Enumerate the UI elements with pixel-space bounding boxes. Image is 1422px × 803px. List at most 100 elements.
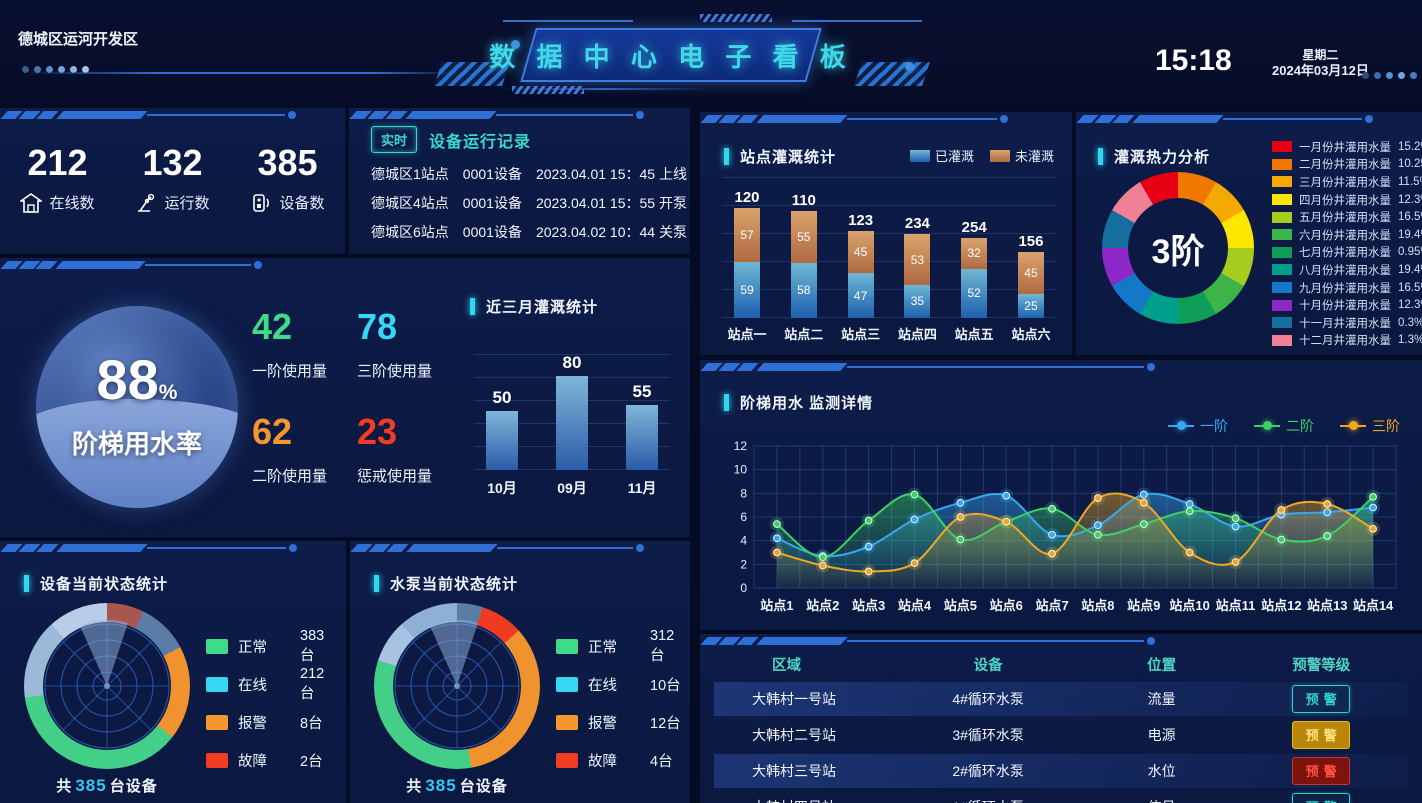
status-legend-chip: [206, 752, 228, 768]
cell-device: 3#循环水泵: [952, 727, 1024, 743]
cell-area: 大韩村一号站: [752, 691, 836, 707]
heat-legend-label: 八月份井灌用水量: [1299, 264, 1391, 277]
bar-segment-unirrigated: 45: [847, 230, 874, 274]
status-legend-label: 报警: [588, 715, 617, 732]
legend-chip: [909, 150, 930, 162]
stat-label: 运行数: [135, 192, 210, 213]
stat-label-text: 在线数: [49, 195, 95, 212]
header-divider-line: [30, 72, 460, 74]
section-title: 近三月灌溉统计: [470, 296, 598, 317]
title-line-left: [503, 20, 633, 22]
tier-usage-label: 一阶使用量: [252, 363, 328, 380]
heat-legend-chip: [1272, 317, 1292, 329]
datebox: 星期二 2024年03月12日: [1272, 48, 1369, 78]
heat-legend-row: 四月份井灌用水量 12.3%: [1272, 191, 1422, 209]
heat-legend-chip: [1272, 334, 1292, 346]
svg-text:站点13: 站点13: [1307, 598, 1347, 613]
table-header-cell: 位置: [1147, 657, 1177, 674]
status-legend-value: 10台: [650, 677, 681, 694]
alarm-badge[interactable]: 预警: [1292, 721, 1351, 749]
cell-area: 大韩村三号站: [752, 763, 836, 779]
device-status-donut: [24, 603, 190, 769]
tier-usage-label: 三阶使用量: [357, 363, 433, 380]
stat-label-text: 设备数: [279, 195, 325, 212]
title-dot-right: [905, 62, 914, 71]
bar-segment-irrigated: 59: [734, 261, 760, 318]
cell-area: 大韩村四号站: [714, 797, 888, 803]
clock: 15:18: [1155, 44, 1232, 77]
header-divider-line2: [500, 88, 710, 90]
panel-online-stats: 212 在线数 132 运行数 385 设备数: [0, 108, 345, 254]
alarm-badge[interactable]: 预警: [1292, 793, 1351, 803]
heat-legend-row: 二月份井灌用水量 10.25: [1272, 156, 1422, 174]
heat-legend-chip: [1272, 229, 1292, 241]
water-rate-percent: 88%: [96, 348, 178, 411]
heat-legend-value: 12.3%: [1398, 299, 1422, 312]
table-row: 大韩村三号站 2#循环水泵 水位 预警: [714, 754, 1408, 788]
house-icon: [20, 192, 43, 213]
bar-categories: 站点一 站点二 站点三 站点四 站点五 站点六: [722, 324, 1056, 343]
log-cell: 2023.04.01 15：45 上线: [535, 166, 687, 182]
title-tick-icon: [724, 148, 729, 165]
heat-legend-row: 一月份井灌用水量 15.2%: [1272, 138, 1422, 156]
month-bar-value: 50: [492, 388, 512, 407]
heat-legend-value: 12.3%: [1398, 193, 1422, 206]
status-legend-label: 在线: [588, 677, 617, 694]
cell-level: 预警: [1234, 757, 1408, 785]
heat-legend-row: 十月份井灌用水量 12.3%: [1272, 296, 1422, 314]
tier-usage-value: 23: [357, 411, 398, 452]
svg-text:站点14: 站点14: [1353, 598, 1394, 613]
panel-device-status: 设备当前状态统计 正常 383台 在线 212台 报警 8台 故障 2台 共 385 台设备: [0, 541, 346, 803]
table-row: 大韩村二号站 3#循环水泵 电源 预警: [714, 718, 1408, 752]
radar-grid: [44, 619, 170, 749]
svg-text:8: 8: [740, 486, 747, 500]
heat-legend-label: 三月份井灌用水量: [1299, 176, 1391, 189]
bar-segment-irrigated: 58: [790, 262, 817, 318]
title-tick-icon: [1098, 148, 1103, 165]
svg-text:站点6: 站点6: [990, 598, 1023, 613]
alarm-badge[interactable]: 预警: [1292, 757, 1351, 785]
line-legend-marker: [1340, 421, 1366, 430]
month-bar: [626, 405, 658, 470]
heat-legend-chip: [1272, 176, 1292, 188]
table-header-cell: 设备: [973, 657, 1003, 674]
status-legend-row: 报警 8台: [206, 703, 338, 741]
month-label: 09月: [557, 480, 587, 496]
month-bar: [486, 411, 518, 470]
tier-usage-stats: 42 一阶使用量 78 三阶使用量 62 二阶使用量 23 惩戒使用量: [252, 300, 462, 510]
line-legend-marker: [1168, 421, 1194, 430]
bar-total-label: 120: [734, 188, 760, 206]
month-bar-value: 80: [562, 352, 582, 372]
alarm-badge[interactable]: 预警: [1292, 685, 1351, 713]
heat-legend-value: 11.5%: [1398, 175, 1422, 188]
bar-group: 234 53 35: [892, 215, 942, 318]
tier-usage-value: 62: [252, 411, 293, 452]
status-legend-row: 故障 2台: [206, 741, 338, 779]
log-row: 德城区4站点 0001设备 2023.04.01 15：55 开泵: [371, 189, 687, 218]
log-cell: 0001设备: [462, 224, 522, 240]
heat-legend-row: 六月份井灌用水量 19.4%: [1272, 226, 1422, 244]
tier-usage-value: 78: [357, 306, 398, 347]
log-row: 德城区1站点 0001设备 2023.04.01 15：45 上线: [371, 160, 687, 189]
bar-segment-unirrigated: 32: [961, 238, 988, 269]
bar-total-label: 110: [791, 191, 816, 209]
line-legend-dot: [1263, 421, 1272, 430]
status-legend-label: 故障: [588, 753, 617, 770]
bar-total-label: 234: [904, 215, 930, 233]
svg-text:2: 2: [740, 557, 747, 571]
status-legend-label: 报警: [238, 715, 267, 732]
bar-category-label: 站点三: [841, 327, 881, 342]
bar-group: 156 45 25: [1006, 232, 1056, 318]
line-legend-item: 一阶: [1168, 416, 1228, 436]
heat-legend-label: 九月份井灌用水量: [1299, 282, 1391, 295]
heat-legend-chip: [1272, 211, 1292, 223]
section-title: 站点灌溉统计: [724, 146, 836, 167]
status-legend-chip: [556, 714, 578, 730]
bar-total-label: 123: [848, 211, 874, 229]
log-row: 德城区6站点 0001设备 2023.04.02 10：44 关泵: [371, 218, 687, 247]
cell-device: 4#循环水泵: [952, 691, 1024, 707]
status-legend-label: 正常: [238, 639, 267, 656]
month-bar-group: 80: [544, 353, 600, 470]
bar-total-label: 156: [1018, 232, 1044, 250]
heat-legend-chip: [1272, 246, 1292, 258]
